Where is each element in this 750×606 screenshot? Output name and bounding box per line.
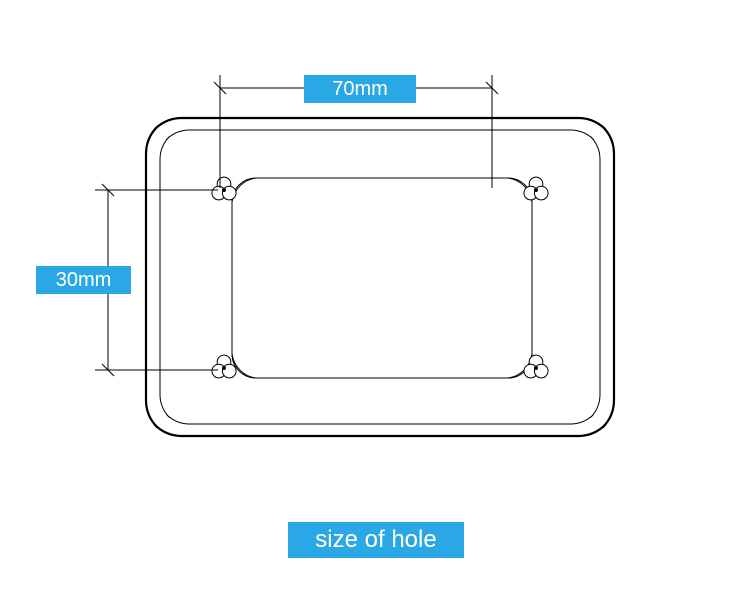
screw-hole [212, 177, 236, 200]
window-outline [232, 178, 532, 378]
plate-outer [146, 118, 614, 436]
dimension-height-label: 30mm [36, 266, 131, 294]
dimension-width-label: 70mm [304, 75, 416, 103]
plate-outer-inner [160, 130, 600, 424]
screw-hole [524, 355, 548, 378]
caption-label: size of hole [288, 522, 464, 558]
screw-hole [524, 177, 548, 200]
